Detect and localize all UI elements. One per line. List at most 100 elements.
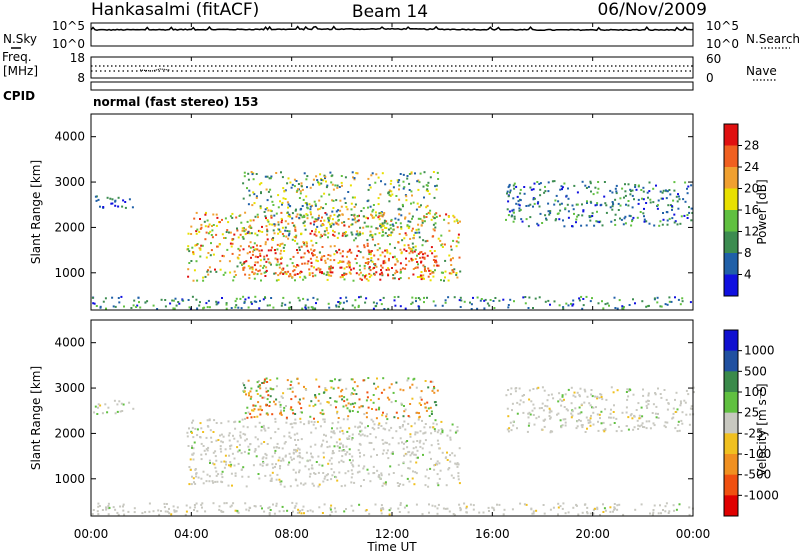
echo-cell <box>589 300 592 303</box>
echo-cell <box>578 406 581 409</box>
echo-cell <box>428 269 431 272</box>
echo-cell <box>622 307 625 310</box>
echo-cell <box>425 213 428 215</box>
echo-cell <box>429 426 431 429</box>
colorbar-swatch <box>724 330 738 352</box>
echo-cell <box>573 212 575 215</box>
echo-cell <box>270 263 272 266</box>
mode-label: normal (fast stereo) 153 <box>93 95 259 109</box>
echo-cell <box>227 434 230 437</box>
echo-cell <box>450 474 453 477</box>
echo-cell <box>563 182 566 185</box>
echo-cell <box>666 219 669 222</box>
echo-cell <box>304 276 307 279</box>
echo-cell <box>295 234 298 237</box>
echo-cell <box>406 177 409 180</box>
echo-cell <box>351 433 354 436</box>
echo-cell <box>224 217 227 220</box>
echo-cell <box>392 391 395 394</box>
echo-cell <box>313 200 316 203</box>
echo-cell <box>281 505 284 508</box>
echo-cell <box>188 483 191 486</box>
echo-cell <box>530 400 533 403</box>
echo-cell <box>187 268 190 271</box>
echo-cell <box>398 188 400 191</box>
echo-cell <box>208 419 211 422</box>
echo-cell <box>248 225 251 228</box>
echo-cell <box>547 181 550 184</box>
echo-cell <box>587 419 590 422</box>
echo-cell <box>247 509 250 512</box>
echo-cell <box>270 477 273 480</box>
echo-cell <box>300 407 303 410</box>
echo-cell <box>340 485 343 488</box>
echo-cell <box>445 456 448 459</box>
echo-cell <box>431 235 434 238</box>
echo-cell <box>379 299 382 302</box>
echo-cell <box>298 402 301 405</box>
echo-cell <box>220 480 223 483</box>
echo-cell <box>260 409 263 412</box>
echo-cell <box>239 434 242 437</box>
echo-cell <box>632 393 635 396</box>
echo-cell <box>237 247 240 250</box>
echo-cell <box>427 211 430 214</box>
echo-cell <box>173 307 176 310</box>
echo-cell <box>92 509 95 511</box>
echo-cell <box>348 264 351 266</box>
xtick-label: 04:00 <box>174 527 209 541</box>
echo-cell <box>269 509 272 511</box>
echo-cell <box>363 413 366 416</box>
echo-cell <box>369 269 372 272</box>
echo-cell <box>266 207 269 209</box>
echo-cell <box>194 244 197 247</box>
echo-cell <box>112 305 115 308</box>
echo-cell <box>428 511 430 514</box>
echo-cell <box>364 301 367 304</box>
echo-cell <box>546 399 549 402</box>
echo-cell <box>264 275 267 277</box>
echo-cell <box>365 216 368 219</box>
echo-cell <box>280 304 283 307</box>
echo-cell <box>463 300 466 303</box>
echo-cell <box>199 436 202 439</box>
echo-cell <box>398 213 401 216</box>
echo-cell <box>346 437 349 440</box>
echo-cell <box>324 259 327 262</box>
echo-cell <box>156 308 159 310</box>
echo-cell <box>564 512 567 515</box>
echo-cell <box>325 440 328 443</box>
echo-cell <box>196 434 199 437</box>
echo-cell <box>453 454 456 457</box>
echo-cell <box>342 432 345 435</box>
echo-cell <box>514 387 517 390</box>
echo-cell <box>282 187 285 190</box>
echo-cell <box>551 430 554 433</box>
echo-cell <box>247 265 250 268</box>
echo-cell <box>370 442 373 444</box>
echo-cell <box>567 511 570 514</box>
echo-cell <box>528 389 531 392</box>
echo-cell <box>642 212 645 215</box>
echo-cell <box>263 380 266 383</box>
echo-cell <box>456 276 459 279</box>
echo-cell <box>269 387 272 390</box>
echo-cell <box>285 405 287 407</box>
echo-cell <box>266 412 269 415</box>
echo-cell <box>325 180 327 183</box>
echo-cell <box>333 259 336 262</box>
echo-cell <box>435 404 438 407</box>
echo-cell <box>549 212 552 214</box>
echo-cell <box>286 264 289 267</box>
echo-cell <box>110 202 113 205</box>
echo-cell <box>342 444 345 447</box>
echo-cell <box>366 200 369 203</box>
echo-cell <box>522 411 525 414</box>
echo-cell <box>507 214 510 217</box>
echo-cell <box>551 180 554 183</box>
echo-cell <box>578 394 581 397</box>
echo-cell <box>220 422 223 425</box>
echo-cell <box>99 305 102 308</box>
echo-cell <box>289 456 292 459</box>
echo-cell <box>116 511 119 514</box>
